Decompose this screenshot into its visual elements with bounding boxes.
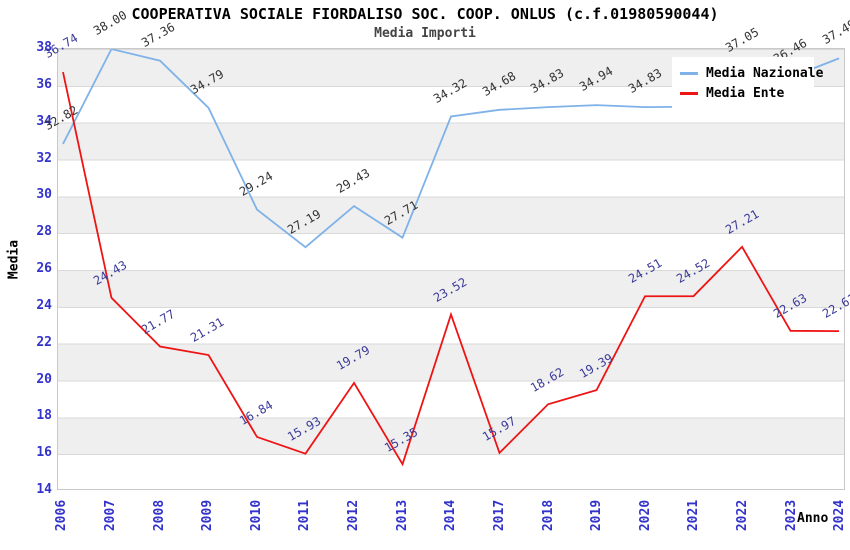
- series-lines: [62, 49, 840, 467]
- x-tick-label: 2022: [735, 499, 751, 531]
- x-tick-label: 2009: [200, 499, 216, 531]
- y-tick-label: 32: [36, 150, 52, 166]
- x-tick-label: 2007: [103, 499, 119, 531]
- legend-box: Media Nazionale Media Ente: [672, 57, 823, 109]
- legend-item-media-nazionale: Media Nazionale: [680, 63, 823, 83]
- x-tick-label: 2020: [638, 499, 653, 531]
- x-tick-label: 2008: [151, 499, 167, 531]
- y-tick-label: 38: [36, 40, 52, 55]
- y-tick-label: 30: [36, 187, 52, 203]
- x-tick-label: 2017: [492, 499, 508, 531]
- plot-area: [57, 48, 845, 490]
- legend-label-nazionale: Media Nazionale: [706, 65, 824, 81]
- x-tick-label: 2013: [394, 499, 410, 531]
- chart-title: COOPERATIVA SOCIALE FIORDALISO SOC. COOP…: [131, 5, 719, 23]
- legend-label-ente: Media Ente: [706, 85, 785, 101]
- y-tick-label: 34: [36, 113, 52, 129]
- y-tick-label: 20: [36, 371, 52, 387]
- x-tick-label: 2021: [686, 499, 702, 531]
- y-tick-label: 26: [36, 261, 52, 276]
- legend-item-media-ente: Media Ente: [680, 83, 814, 103]
- y-tick-label: 36: [36, 76, 52, 92]
- data-label: 37.36: [139, 19, 178, 50]
- x-tick-label: 2014: [443, 499, 459, 531]
- series-line-media-ente: [62, 71, 840, 467]
- y-tick-label: 16: [36, 445, 52, 461]
- legend-swatch-nazionale: [680, 71, 698, 75]
- y-tick-label: 28: [36, 224, 52, 240]
- x-tick-label: 2006: [54, 499, 70, 531]
- y-tick-label: 22: [36, 334, 52, 350]
- y-tick-label: 14: [36, 482, 52, 497]
- x-axis-title: Anno: [797, 511, 829, 526]
- x-tick-label: 2010: [249, 499, 264, 531]
- y-tick-label: 18: [36, 408, 52, 424]
- chart-subtitle: Media Importi: [374, 26, 476, 41]
- x-tick-label: 2012: [346, 499, 362, 531]
- x-tick-label: 2018: [540, 499, 556, 531]
- legend-swatch-ente: [680, 91, 698, 95]
- x-tick-label: 2019: [589, 499, 605, 531]
- x-tick-label: 2011: [297, 499, 313, 531]
- y-tick-label: 24: [36, 297, 52, 313]
